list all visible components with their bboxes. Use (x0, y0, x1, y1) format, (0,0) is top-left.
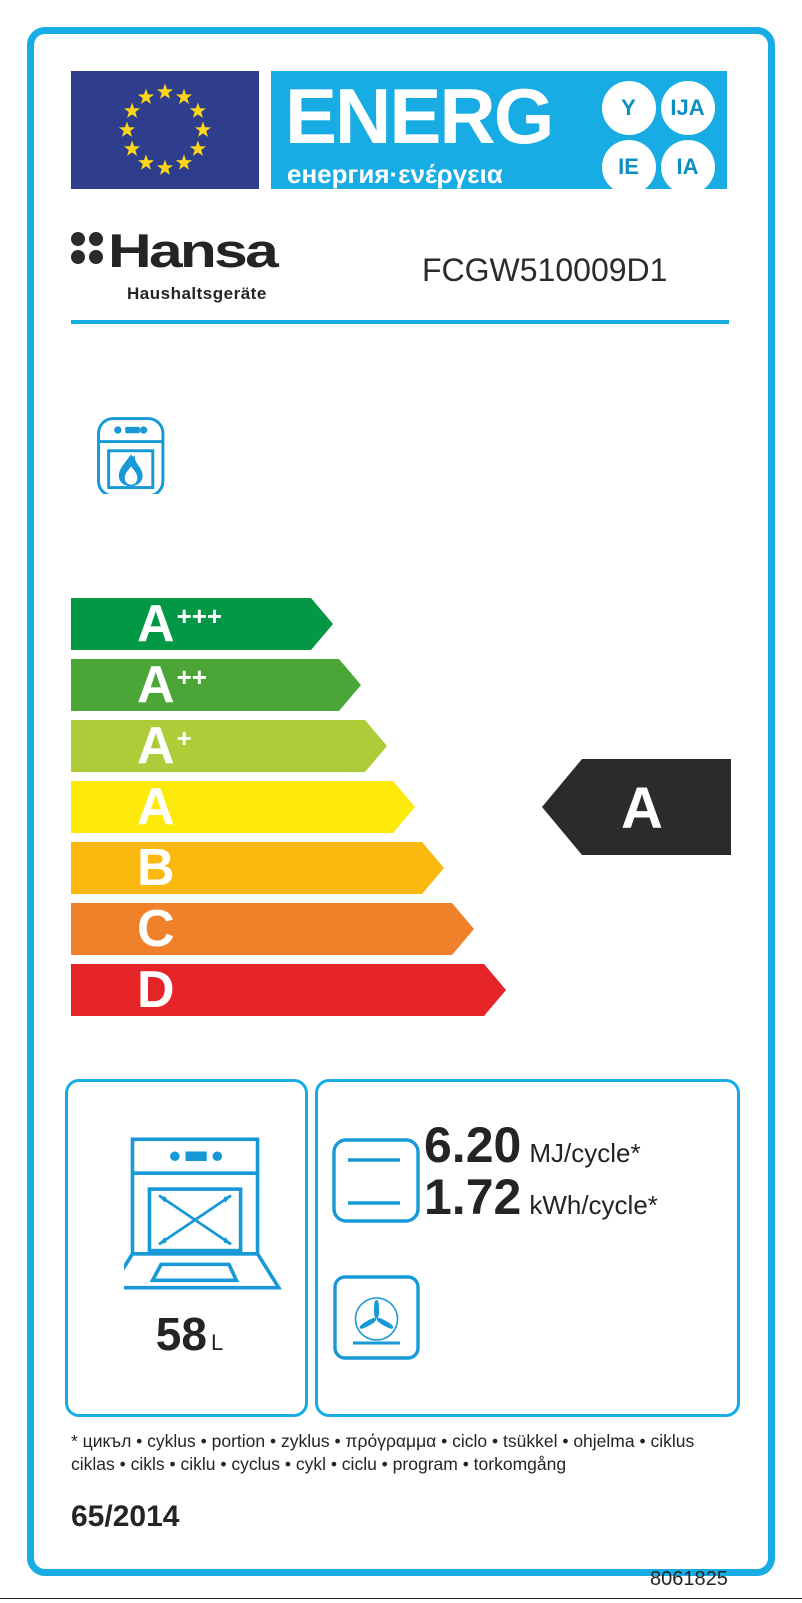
svg-text:A: A (621, 776, 663, 841)
